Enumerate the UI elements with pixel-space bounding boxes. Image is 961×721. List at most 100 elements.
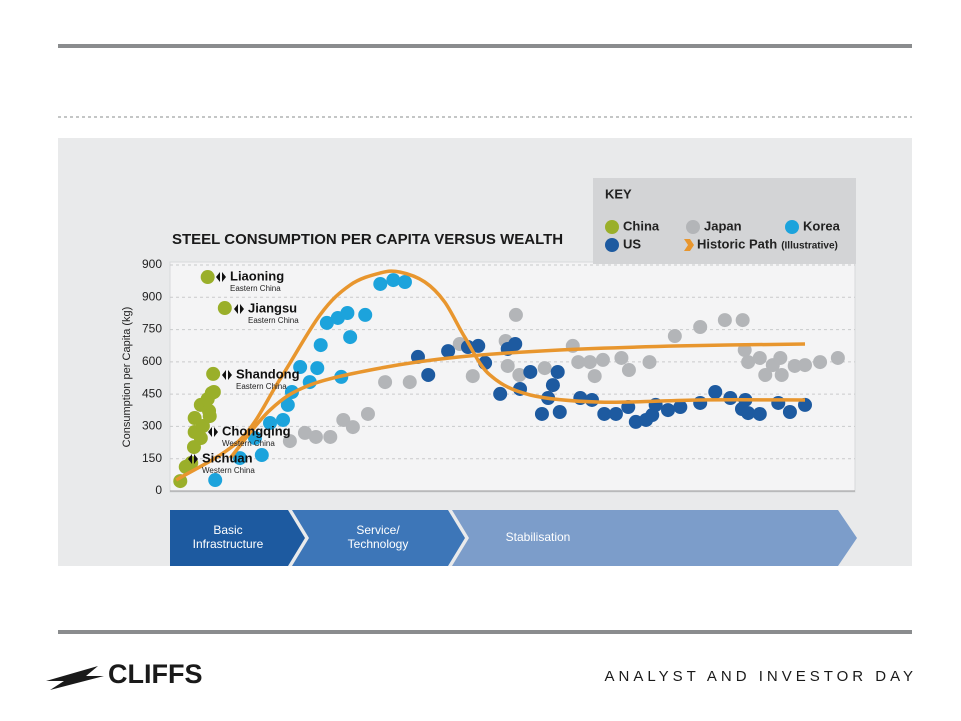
point — [741, 406, 756, 421]
plot-area — [169, 261, 856, 493]
point — [621, 363, 636, 378]
annotation-sub: Western China — [222, 439, 275, 448]
point — [308, 429, 323, 444]
point — [202, 409, 217, 424]
legend-label: Japan — [704, 218, 742, 233]
point — [280, 397, 295, 412]
point — [193, 431, 208, 446]
point — [500, 358, 515, 373]
point — [247, 431, 262, 446]
point — [319, 315, 334, 330]
annotation-label: Sichuan — [202, 450, 253, 465]
legend-label: Historic Path — [697, 236, 777, 251]
point — [741, 355, 756, 370]
phase-label: Service/Technology — [348, 523, 409, 551]
point — [717, 313, 732, 328]
point — [232, 451, 247, 466]
point — [217, 301, 232, 316]
point — [206, 366, 221, 381]
point — [723, 391, 738, 406]
y-tick-label: 300 — [142, 419, 162, 433]
point — [343, 330, 358, 345]
point — [771, 395, 786, 410]
annotation-sub: Eastern China — [230, 284, 281, 293]
point — [195, 418, 210, 433]
y-tick-label: 900 — [142, 257, 162, 271]
point — [336, 412, 351, 427]
point — [493, 386, 508, 401]
point — [508, 336, 523, 351]
point — [200, 270, 215, 285]
point — [595, 352, 610, 367]
y-tick-label: 450 — [142, 386, 162, 400]
top-rule — [58, 44, 912, 48]
point — [758, 367, 773, 382]
point — [693, 319, 708, 334]
point — [378, 375, 393, 390]
bottom-rule — [58, 630, 912, 634]
y-tick-label: 750 — [142, 322, 162, 336]
point — [340, 305, 355, 320]
legend-note: (Illustrative) — [781, 241, 838, 252]
y-tick-label: 900 — [142, 289, 162, 303]
legend-swatch — [686, 220, 700, 234]
point — [512, 367, 527, 382]
point — [206, 384, 221, 399]
point — [421, 367, 436, 382]
point — [614, 350, 629, 365]
point — [752, 406, 767, 421]
point — [208, 473, 223, 488]
phase-arrow — [292, 510, 465, 566]
point — [534, 406, 549, 421]
point — [386, 273, 401, 288]
phase-label-line: Infrastructure — [193, 537, 264, 551]
chart-title: STEEL CONSUMPTION PER CAPITA VERSUS WEAL… — [172, 231, 563, 248]
point — [735, 313, 750, 328]
point — [608, 406, 623, 421]
y-tick-label: 600 — [142, 354, 162, 368]
annotation-marker — [216, 272, 226, 282]
legend-swatch — [684, 239, 694, 251]
annotation-label: Chongqing — [222, 423, 291, 438]
legend-swatch — [605, 220, 619, 234]
legend-label: US — [623, 236, 641, 251]
point — [508, 307, 523, 322]
point — [313, 338, 328, 353]
point — [310, 361, 325, 376]
point — [597, 406, 612, 421]
point — [571, 355, 586, 370]
logo-text: CLIFFS — [108, 659, 203, 689]
historic-path — [228, 342, 806, 460]
point — [660, 403, 675, 418]
legend-label: Korea — [803, 218, 841, 233]
point — [545, 378, 560, 393]
legend-swatch — [785, 220, 799, 234]
point — [667, 329, 682, 344]
point — [293, 360, 308, 375]
point — [282, 434, 297, 449]
point — [752, 350, 767, 365]
historic-path — [175, 269, 805, 482]
point — [345, 420, 360, 435]
point — [297, 425, 312, 440]
point — [830, 350, 845, 365]
point — [537, 361, 552, 376]
point — [358, 307, 373, 322]
point — [813, 355, 828, 370]
logo-mark — [46, 666, 104, 690]
annotation-sub: Eastern China — [248, 316, 299, 325]
point — [797, 358, 812, 373]
legend-swatch — [605, 238, 619, 252]
point — [254, 448, 269, 463]
point — [402, 375, 417, 390]
y-tick-label: 150 — [142, 451, 162, 465]
point — [673, 400, 688, 415]
point — [774, 367, 789, 382]
point — [693, 395, 708, 410]
point — [782, 405, 797, 420]
point — [708, 384, 723, 399]
point — [787, 358, 802, 373]
point — [523, 364, 538, 379]
point — [471, 338, 486, 353]
